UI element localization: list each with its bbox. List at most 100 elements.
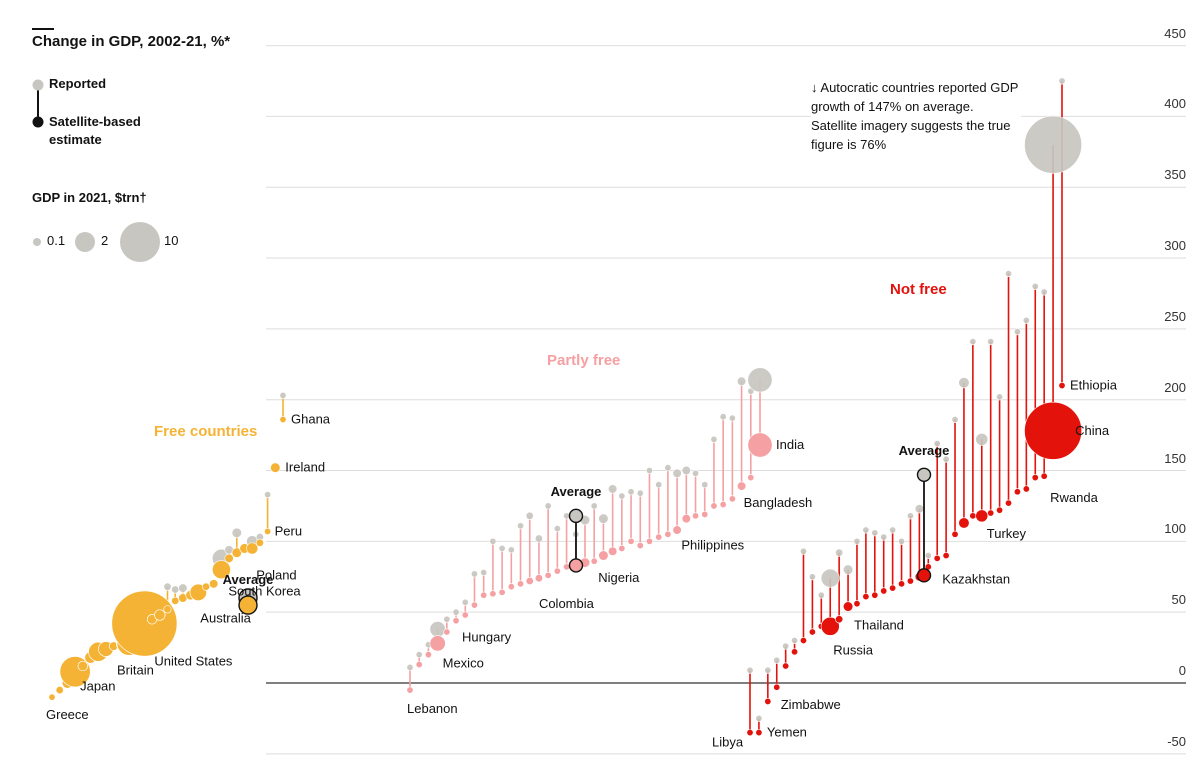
reported-dot [279, 391, 287, 399]
annotation-text: ↓ Autocratic countries reported GDP grow… [811, 78, 1021, 154]
satellite-dot [906, 577, 914, 585]
reported-dot [1031, 282, 1039, 290]
reported-dot [608, 484, 618, 494]
satellite-dot [534, 574, 543, 583]
satellite-dot [1058, 382, 1066, 390]
reported-dot [1040, 288, 1048, 296]
size-legend-small-circle [33, 238, 41, 246]
y-tick-label: 200 [1164, 379, 1186, 395]
country-label: Kazakhstan [942, 571, 1010, 586]
reported-dot [701, 481, 709, 489]
size-legend-title: GDP in 2021, $trn† [32, 190, 147, 205]
satellite-dot [470, 601, 478, 609]
reported-dot [719, 413, 727, 421]
satellite-dot [201, 582, 211, 591]
satellite-dot [429, 635, 446, 652]
satellite-dot [452, 617, 460, 625]
satellite-dot [728, 495, 736, 503]
satellite-dot [701, 510, 709, 518]
size-legend-circles [33, 222, 160, 262]
reported-dot [862, 526, 870, 534]
reported-dot [987, 338, 995, 346]
satellite-dot [880, 587, 888, 595]
reported-dot [415, 651, 423, 659]
average-label: Average [551, 484, 602, 499]
satellite-dot [951, 530, 959, 538]
satellite-dot [525, 576, 534, 586]
average-satellite-dot [916, 568, 932, 583]
reported-dot [498, 544, 506, 552]
chart-title: Change in GDP, 2002-21, %* [32, 33, 231, 50]
reported-dot [470, 570, 478, 578]
reported-dot [636, 489, 644, 497]
satellite-dot [853, 600, 861, 608]
satellite-dot [55, 686, 64, 695]
reported-dot [1024, 115, 1082, 174]
reported-dot [951, 416, 959, 424]
reported-dot [461, 598, 469, 606]
satellite-dot [889, 584, 897, 592]
country-label: Ethiopia [1070, 378, 1118, 393]
size-legend-label-small: 0.1 [47, 233, 66, 248]
size-legend-label-medium: 2 [101, 233, 109, 248]
satellite-dot [842, 601, 854, 612]
legend-range-symbol [32, 79, 44, 128]
average-reported-dot [568, 508, 584, 524]
satellite-dot [608, 546, 618, 556]
country-label: Poland [256, 567, 296, 582]
satellite-dot [154, 609, 166, 621]
satellite-dot [111, 590, 178, 657]
size-legend-medium-circle [75, 232, 95, 252]
reported-dot [681, 465, 691, 476]
reported-dot [747, 367, 773, 393]
satellite-dot [975, 509, 989, 523]
satellite-dot [48, 693, 56, 701]
reported-dot [933, 440, 941, 448]
reported-dot [429, 621, 446, 638]
gridlines [266, 45, 1186, 755]
reported-dot [590, 502, 598, 510]
reported-dot [406, 663, 414, 671]
satellite-dot [898, 580, 906, 588]
y-tick-label: -50 [1167, 733, 1186, 749]
satellite-dot [517, 580, 525, 588]
country-label: Bangladesh [744, 495, 813, 510]
satellite-dot [933, 554, 941, 562]
range-lines [166, 80, 1063, 733]
satellite-dot [424, 651, 432, 659]
reported-dot [808, 573, 816, 581]
reported-dot [489, 537, 497, 545]
satellite-dot [270, 462, 281, 473]
reported-dot [452, 608, 460, 616]
country-label: Rwanda [1050, 490, 1098, 505]
satellite-dot [692, 512, 700, 520]
satellite-dot [681, 514, 691, 524]
reported-dot [178, 583, 188, 593]
satellite-dot [764, 697, 772, 705]
country-label: United States [154, 654, 233, 669]
satellite-dot [246, 542, 259, 555]
y-tick-label: 300 [1164, 238, 1186, 254]
satellite-dot [958, 517, 970, 529]
country-label: Australia [200, 610, 251, 625]
satellite-dot [627, 537, 635, 545]
satellite-dot [791, 648, 799, 656]
reported-dot [517, 522, 525, 530]
reported-dot [627, 488, 635, 496]
reported-dot [898, 537, 906, 545]
reported-dot [975, 432, 989, 446]
satellite-dot [553, 567, 561, 575]
reported-dot [672, 468, 682, 478]
country-label: Peru [275, 523, 302, 538]
satellite-dot [211, 560, 231, 580]
country-label: Yemen [767, 725, 807, 740]
country-label: Russia [833, 642, 874, 657]
reported-dot [958, 377, 970, 389]
country-label: Zimbabwe [781, 697, 841, 712]
reported-dot [480, 569, 488, 577]
country-label: Mexico [443, 655, 484, 670]
reported-dot [736, 376, 747, 386]
data-dots [48, 77, 1082, 737]
legend-satellite-dot [32, 116, 44, 128]
